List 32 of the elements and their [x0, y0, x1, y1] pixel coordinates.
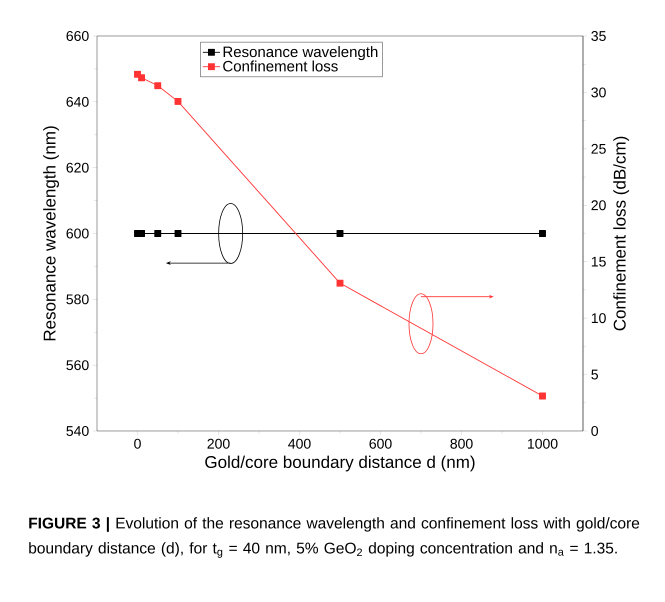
text: FIGURE 3 | Evolution of the resonance wavelength and confinement loss with gold/core boundary distance (d), for t$_{g}$ = 40 nm, 5% GeO$_{2}$ doping concentration and n$_{a}$ = 1.35. — [29, 517, 640, 558]
y2-tick-label: 35 — [591, 31, 606, 41]
x-axis-title: Gold/core boundary distance d (nm) — [205, 456, 474, 472]
y2-tick-label: 15 — [592, 256, 606, 267]
y-tick-label: 640 — [66, 96, 89, 107]
y-tick-label: 600 — [66, 228, 89, 238]
y2-tick-label: 20 — [592, 200, 606, 210]
point — [174, 98, 182, 105]
y2-tick-label: 25 — [592, 144, 606, 154]
y2-tick-label: 0 — [591, 426, 598, 436]
x-tick-label: 400 — [288, 438, 311, 449]
y-tick-label: 540 — [66, 426, 89, 436]
point — [336, 280, 344, 287]
legend-label: Resonance wavelength — [224, 46, 378, 60]
point — [138, 74, 146, 82]
legend-label: Confinement loss — [223, 60, 338, 72]
x-tick-label: 800 — [450, 438, 473, 449]
point — [539, 392, 546, 400]
x-tick-label: 1000 — [528, 438, 558, 449]
x-tick-label: 600 — [370, 438, 392, 449]
x-tick-label: 200 — [208, 438, 230, 449]
y-tick-label: 620 — [66, 162, 89, 173]
y-tick-label: 580 — [66, 294, 89, 304]
y2-tick-label: 10 — [592, 313, 606, 324]
y2-tick-label: 30 — [591, 87, 606, 98]
y2-axis-title: Confinement loss (dB/cm) — [613, 136, 630, 330]
y-tick-label: 560 — [66, 360, 89, 370]
point — [154, 82, 162, 90]
y-tick-label: 660 — [66, 31, 89, 41]
x-tick-label: 0 — [134, 438, 141, 449]
y-axis-title: Resonance wavelength (nm) — [43, 126, 59, 340]
y2-tick-label: 5 — [591, 370, 598, 380]
